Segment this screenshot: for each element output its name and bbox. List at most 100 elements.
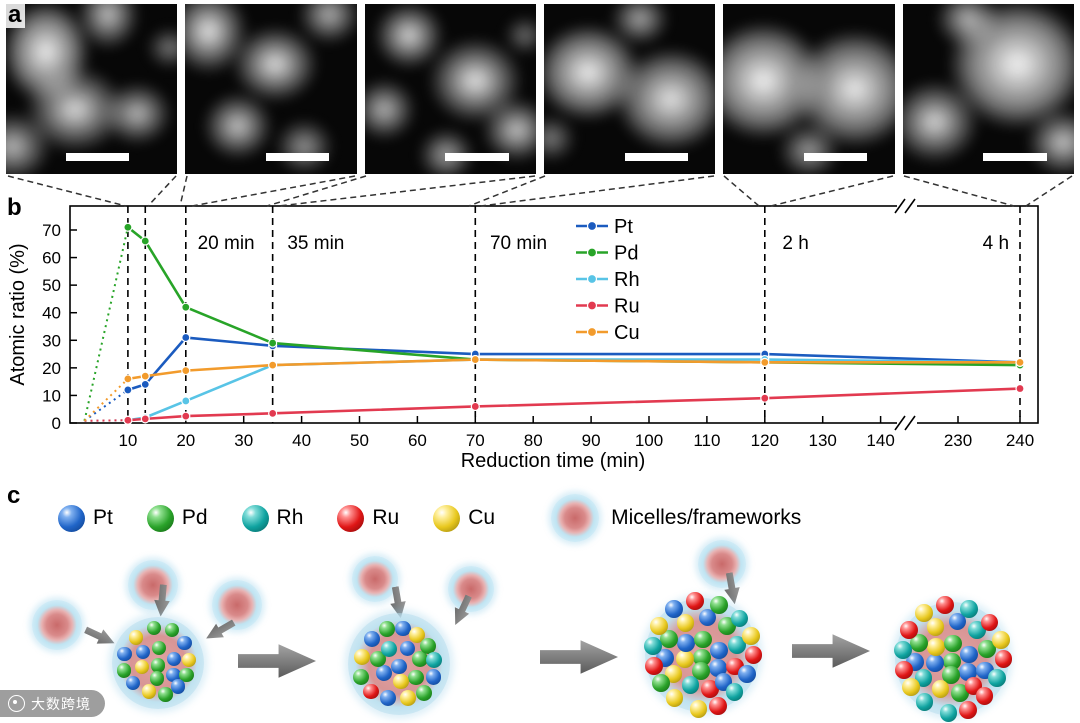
watermark-logo-icon xyxy=(8,695,25,712)
legend-item-Pt: Pt xyxy=(58,504,113,532)
legend-item-Rh: Rh xyxy=(241,504,303,532)
micrograph-6 xyxy=(902,4,1074,174)
atom-sphere-blue xyxy=(166,651,182,666)
atom-sphere-yellow xyxy=(992,631,1011,650)
micelle-attach-arrow-icon xyxy=(82,622,118,651)
atomic-ratio-chart: 0 10 20 30 40 50 60 70 10 20 30 40 50 60 70 80 90 100 110 1… xyxy=(0,193,1080,483)
legend-label-Rh: Rh xyxy=(614,269,640,291)
y-tick-label: 0 xyxy=(52,414,61,433)
atom-sphere-teal xyxy=(939,704,958,722)
atom-sphere-red xyxy=(701,679,719,698)
marker-Cu xyxy=(123,374,133,384)
atom-sphere-red xyxy=(744,646,763,664)
micelle-icon xyxy=(698,540,746,588)
atom-sphere-yellow xyxy=(409,627,425,644)
legend-marker-Pd xyxy=(586,247,598,258)
nanoparticle-stage-3 xyxy=(643,592,763,718)
pd-sphere-icon xyxy=(146,504,174,532)
atom-sphere-blue xyxy=(425,669,442,686)
y-tick-label: 70 xyxy=(42,221,61,240)
atom-sphere-green xyxy=(158,687,173,702)
atom-sphere-blue xyxy=(391,658,407,675)
marker-Pd xyxy=(268,338,278,348)
atom-sphere-red xyxy=(900,621,919,639)
marker-Pt xyxy=(123,385,133,395)
legend-item-label: Pt xyxy=(93,506,113,529)
atom-sphere-yellow xyxy=(399,689,416,706)
atom-sphere-red xyxy=(936,596,955,614)
scale-bar xyxy=(65,153,130,161)
chart-canvas: 0 10 20 30 40 50 60 70 10 20 30 40 50 60 70 80 90 100 110 1… xyxy=(7,198,1039,472)
atom-sphere-green xyxy=(164,623,180,638)
axis-break-mark xyxy=(904,415,916,431)
micrograph-5 xyxy=(723,4,895,174)
x-tick-label: 30 xyxy=(234,431,253,450)
atom-sphere-blue xyxy=(665,599,683,618)
axis-break-mark xyxy=(894,415,906,431)
micelle-icon xyxy=(32,600,82,650)
atom-sphere-green xyxy=(943,652,961,671)
legend-label-Ru: Ru xyxy=(614,296,640,318)
atom-sphere-blue xyxy=(738,665,756,683)
atom-sphere-blue xyxy=(677,634,695,653)
marker-Pd xyxy=(123,222,133,232)
atom-sphere-yellow xyxy=(902,678,920,696)
atom-sphere-red xyxy=(709,696,727,715)
atom-sphere-green xyxy=(710,596,728,614)
tem-image xyxy=(902,4,1074,174)
legend-marker-Ru xyxy=(586,300,598,311)
atom-sphere-blue xyxy=(117,646,132,661)
atom-sphere-blue xyxy=(709,641,728,660)
stage-arrow-icon xyxy=(540,640,618,674)
x-tick-label: 50 xyxy=(350,431,369,450)
stage-label: 4 h xyxy=(983,233,1009,254)
marker-Cu xyxy=(140,371,150,381)
atom-sphere-blue xyxy=(698,608,717,627)
atom-sphere-teal xyxy=(681,676,700,694)
atom-sphere-blue xyxy=(166,668,181,683)
atom-sphere-red xyxy=(980,613,999,632)
x-tick-label: 40 xyxy=(292,431,311,450)
legend-marker-Rh xyxy=(586,273,598,285)
pt-sphere-icon xyxy=(58,504,85,532)
atom-sphere-yellow xyxy=(742,627,761,646)
micelle-icon xyxy=(212,580,262,630)
y-tick-label: 30 xyxy=(42,331,61,350)
atom-sphere-yellow xyxy=(141,684,157,699)
legend-marker-Pt xyxy=(586,220,598,232)
atom-sphere-teal xyxy=(893,641,912,660)
x-tick-label: 20 xyxy=(176,431,195,450)
atom-sphere-yellow xyxy=(650,617,669,635)
legend-item-label: Pd xyxy=(181,506,208,529)
atom-sphere-teal xyxy=(380,640,397,657)
nanoparticle-stage-1 xyxy=(112,617,204,709)
atom-sphere-teal xyxy=(725,683,744,702)
atom-sphere-blue xyxy=(177,635,192,651)
series-line-Ru xyxy=(127,387,1021,422)
marker-Cu xyxy=(1015,357,1025,367)
atom-sphere-green xyxy=(910,634,929,652)
cu-sphere-icon xyxy=(433,504,461,532)
atom-sphere-blue xyxy=(394,620,411,637)
atom-sphere-teal xyxy=(915,693,934,711)
atom-sphere-green xyxy=(370,651,387,668)
atom-sphere-blue xyxy=(380,690,397,706)
atom-sphere-green xyxy=(150,671,165,686)
atom-sphere-green xyxy=(411,651,428,668)
atom-sphere-green xyxy=(415,685,432,702)
scale-bar xyxy=(803,153,868,161)
atom-sphere-blue xyxy=(948,612,967,631)
atom-sphere-yellow xyxy=(182,652,197,667)
y-tick-label: 20 xyxy=(42,359,61,378)
atom-sphere-green xyxy=(151,640,166,656)
stage-label: 2 h xyxy=(782,233,808,254)
legend-item-Cu: Cu xyxy=(433,504,495,532)
y-tick-label: 40 xyxy=(42,304,61,323)
x-tick-label: 10 xyxy=(118,431,137,450)
marker-Rh xyxy=(181,396,191,406)
atom-sphere-green xyxy=(150,658,166,673)
atom-sphere-yellow xyxy=(689,700,708,718)
stage-label: 35 min xyxy=(287,233,344,254)
x-tick-label: 240 xyxy=(1006,431,1034,450)
atom-sphere-red xyxy=(644,656,663,675)
